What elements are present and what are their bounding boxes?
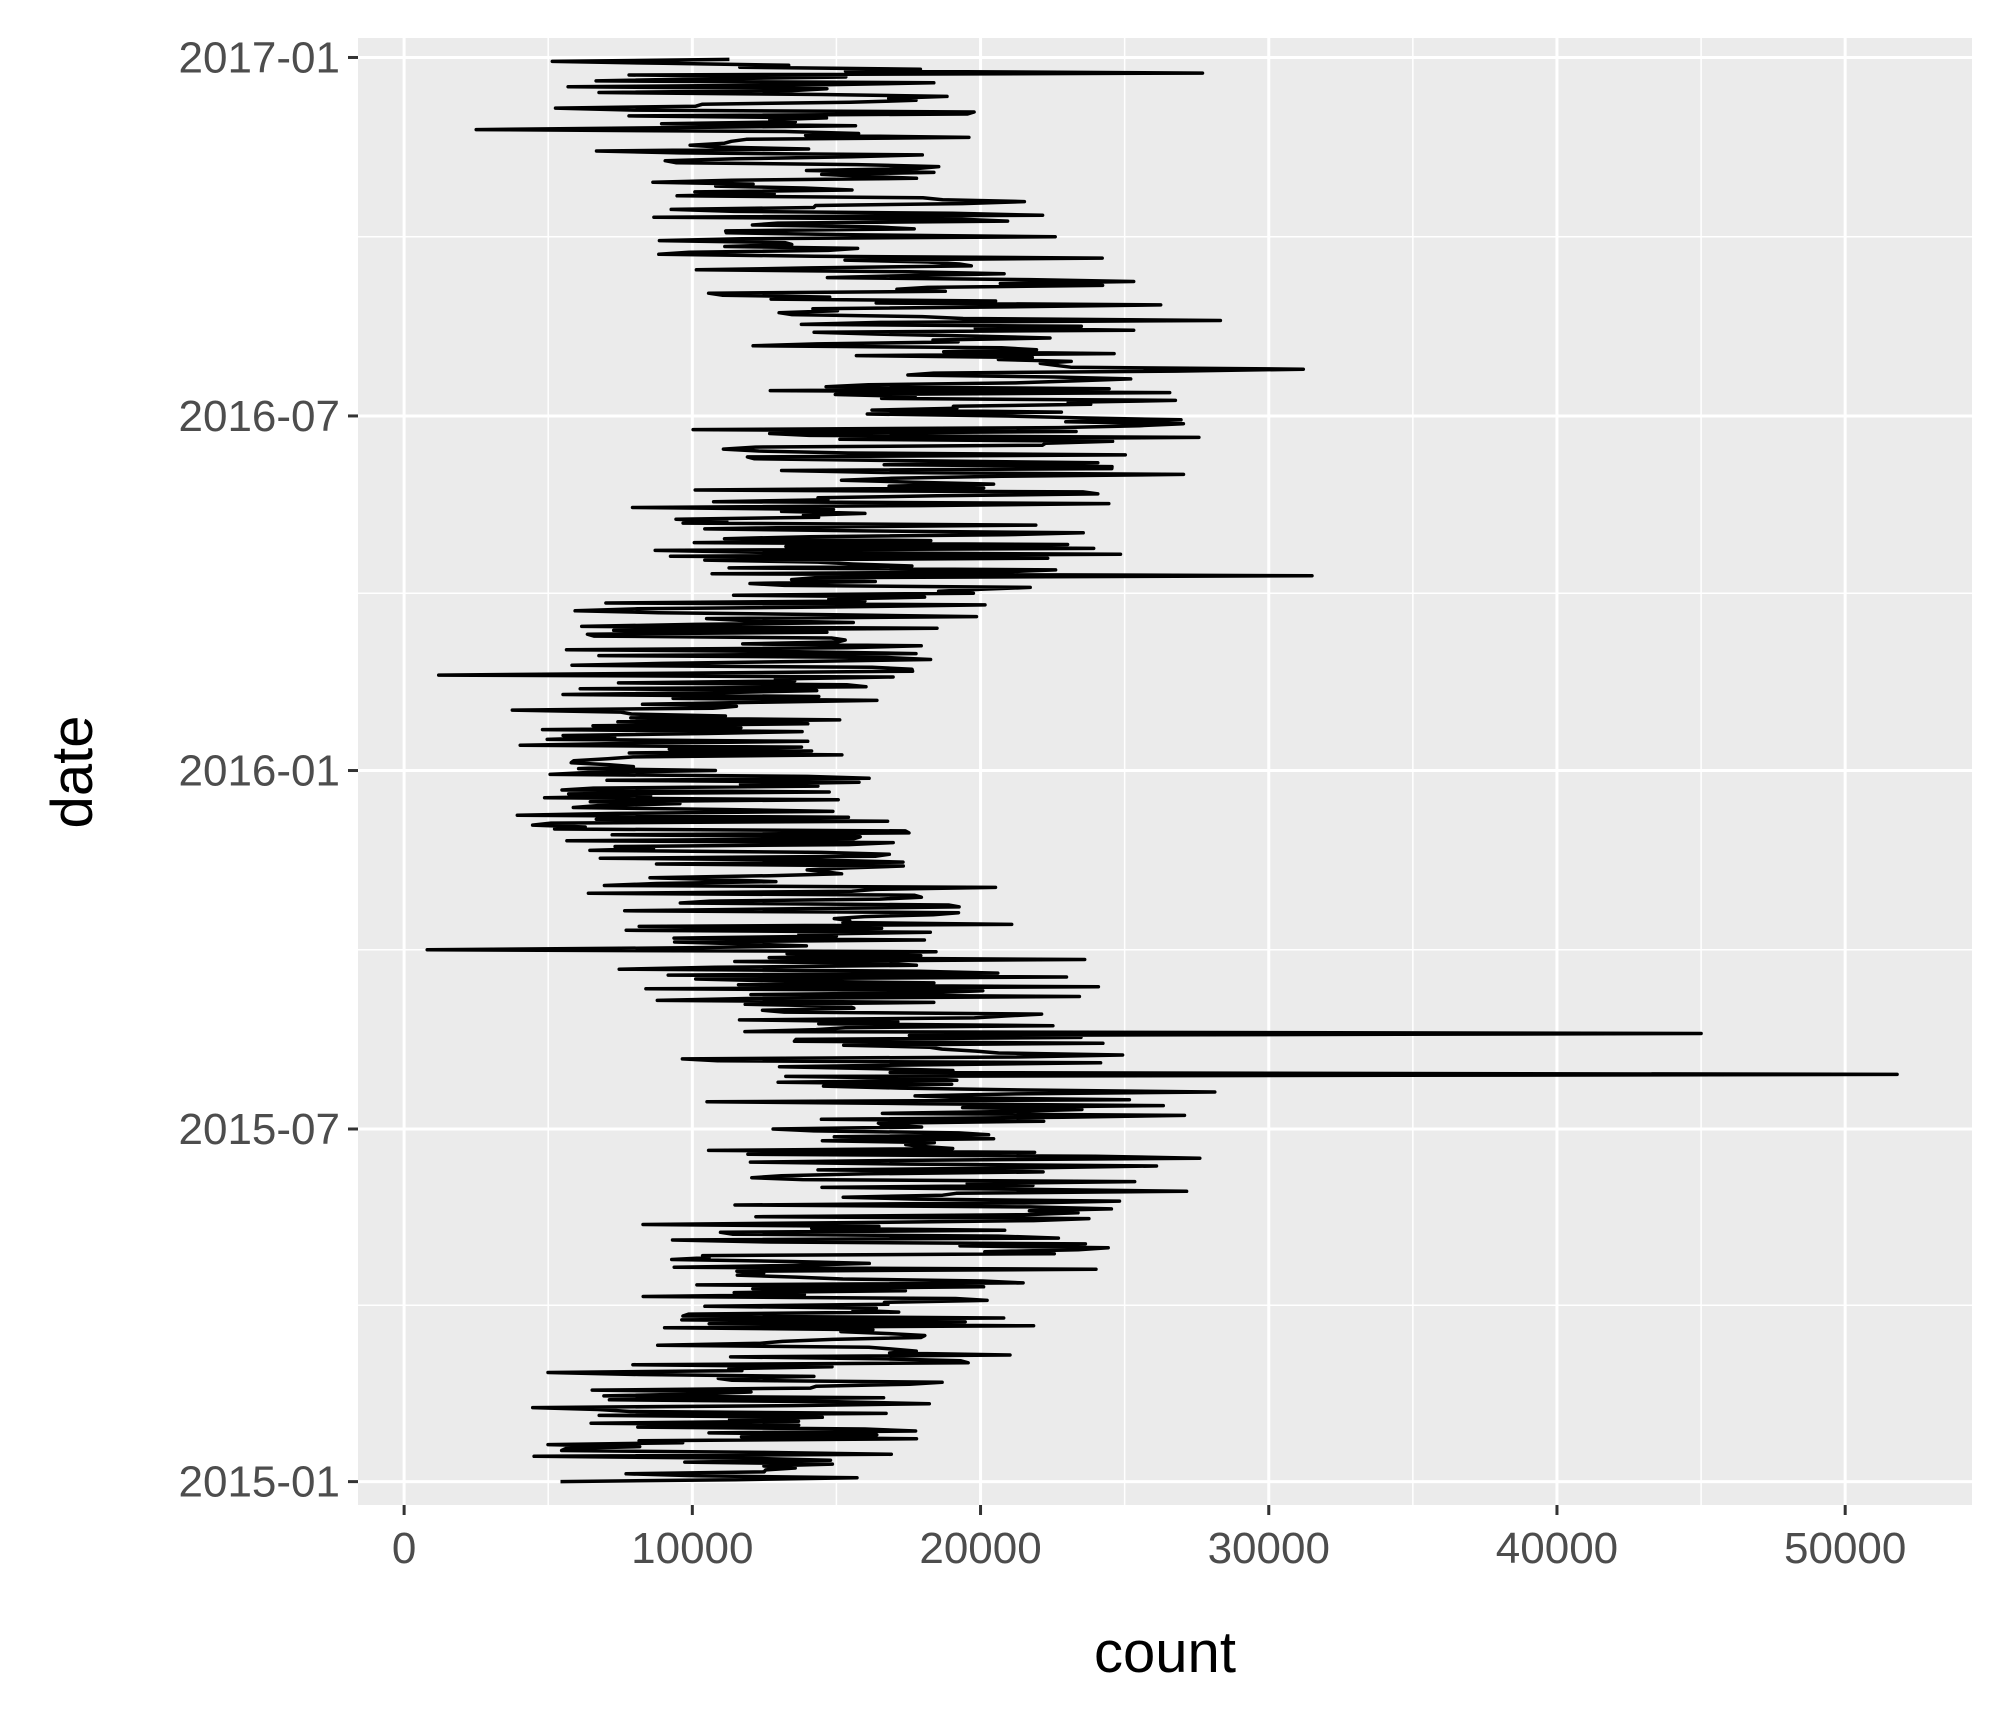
series-path [425, 57, 1899, 1484]
y-axis-title: date [40, 716, 105, 829]
x-tick-label: 40000 [1496, 1524, 1618, 1573]
x-axis-ticks: 0 10000 20000 30000 40000 50000 [392, 1505, 1906, 1573]
y-tick-label: 2016-07 [179, 392, 340, 441]
y-tick-label: 2015-07 [179, 1105, 340, 1154]
x-tick-label: 10000 [631, 1524, 753, 1573]
y-tick-label: 2016-01 [179, 747, 340, 796]
series-line [425, 57, 1899, 1484]
y-tick-label: 2017-01 [179, 33, 340, 82]
y-axis-ticks: 2015-01 2015-07 2016-01 2016-07 2017-01 [179, 33, 358, 1507]
x-axis-title: count [1094, 1620, 1236, 1685]
y-tick-label: 2015-01 [179, 1458, 340, 1507]
x-tick-label: 30000 [1208, 1524, 1330, 1573]
x-tick-label: 0 [392, 1524, 416, 1573]
x-tick-label: 20000 [919, 1524, 1041, 1573]
x-tick-label: 50000 [1784, 1524, 1906, 1573]
